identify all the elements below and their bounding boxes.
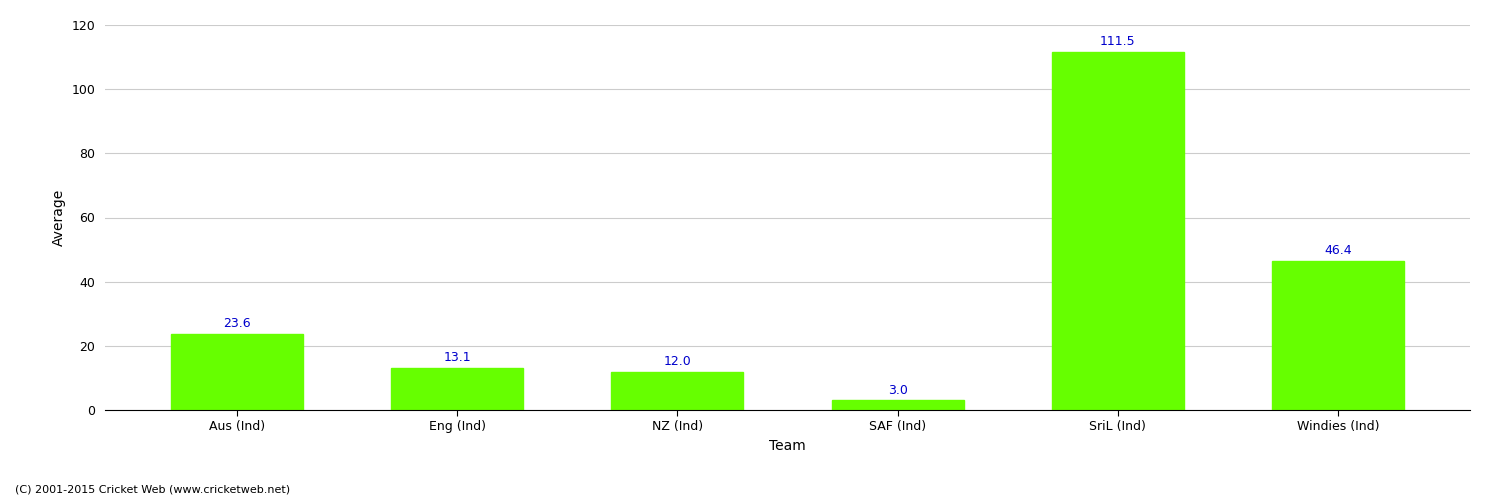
X-axis label: Team: Team — [770, 439, 806, 453]
Bar — [171, 334, 303, 410]
Text: (C) 2001-2015 Cricket Web (www.cricketweb.net): (C) 2001-2015 Cricket Web (www.cricketwe… — [15, 485, 290, 495]
Text: 23.6: 23.6 — [224, 318, 251, 330]
Bar — [392, 368, 524, 410]
Bar — [612, 372, 744, 410]
Bar — [1052, 52, 1184, 410]
Bar — [1272, 261, 1404, 410]
Bar — [831, 400, 963, 410]
Text: 46.4: 46.4 — [1324, 244, 1352, 258]
Text: 12.0: 12.0 — [663, 354, 692, 368]
Y-axis label: Average: Average — [53, 189, 66, 246]
Text: 13.1: 13.1 — [444, 351, 471, 364]
Text: 3.0: 3.0 — [888, 384, 908, 396]
Text: 111.5: 111.5 — [1100, 36, 1136, 49]
